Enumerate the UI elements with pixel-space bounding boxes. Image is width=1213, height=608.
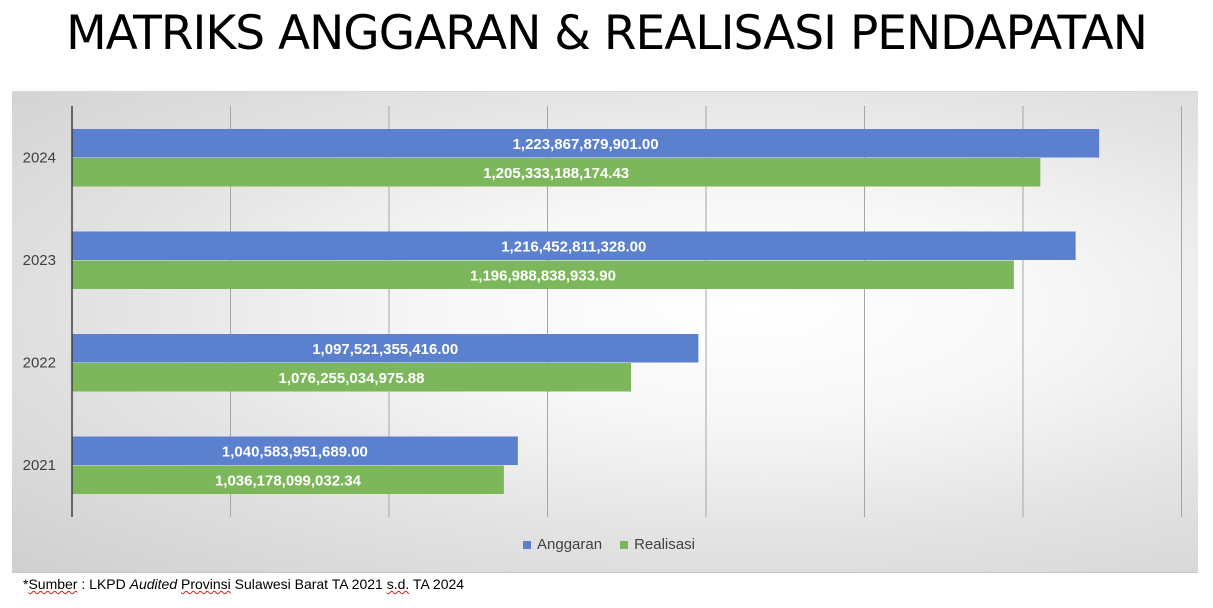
chart-title: MATRIKS ANGGARAN & REALISASI PENDAPATAN — [66, 6, 1148, 61]
bar-anggaran-2022[interactable] — [72, 334, 699, 363]
legend-item-anggaran[interactable]: Anggaran — [523, 536, 602, 553]
category-label-2022: 2022 — [23, 355, 56, 372]
category-label-2024: 2024 — [23, 150, 56, 167]
category-label-2021: 2021 — [23, 457, 56, 474]
data-label-realisasi-2021: 1,036,178,099,032.34 — [215, 472, 362, 489]
legend-item-realisasi[interactable]: Realisasi — [620, 536, 695, 553]
data-label-realisasi-2024: 1,205,333,188,174.43 — [483, 165, 629, 182]
data-label-anggaran-2022: 1,097,521,355,416.00 — [312, 341, 458, 358]
bar-anggaran-2023[interactable] — [72, 231, 1076, 261]
source-prefix: * — [23, 576, 29, 592]
bar-realisasi-2024[interactable] — [72, 158, 1041, 187]
data-label-anggaran-2023: 1,216,452,811,328.00 — [501, 238, 646, 255]
bar-realisasi-2023[interactable] — [72, 260, 1014, 290]
data-label-realisasi-2022: 1,076,255,034,975.88 — [278, 370, 424, 387]
source-text-3: Sulawesi Barat TA 2021 — [230, 576, 387, 592]
source-text-4: TA 2024 — [409, 576, 465, 592]
bar-anggaran-2024[interactable] — [72, 129, 1100, 158]
legend-label-realisasi: Realisasi — [634, 536, 695, 553]
source-word-sd: s.d. — [386, 576, 410, 592]
source-word-provinsi: Provinsi — [181, 576, 231, 592]
category-label-2023: 2023 — [23, 252, 56, 269]
data-label-realisasi-2023: 1,196,988,838,933.90 — [470, 267, 616, 284]
legend-swatch-anggaran — [523, 540, 531, 549]
bar-realisasi-2022[interactable] — [72, 363, 631, 392]
source-word-audited: Audited — [129, 576, 178, 592]
source-text-1: : LKPD — [77, 576, 130, 592]
data-label-anggaran-2021: 1,040,583,951,689.00 — [222, 443, 368, 460]
source-word-sumber: Sumber — [28, 576, 78, 592]
data-label-anggaran-2024: 1,223,867,879,901.00 — [513, 136, 659, 153]
legend-swatch-realisasi — [620, 540, 629, 549]
bar-anggaran-2021[interactable] — [72, 436, 518, 466]
bar-realisasi-2021[interactable] — [72, 465, 504, 495]
source-note: *Sumber : LKPD Audited Provinsi Sulawesi… — [23, 576, 464, 592]
legend: Anggaran Realisasi — [523, 536, 695, 553]
legend-label-anggaran: Anggaran — [537, 536, 603, 553]
